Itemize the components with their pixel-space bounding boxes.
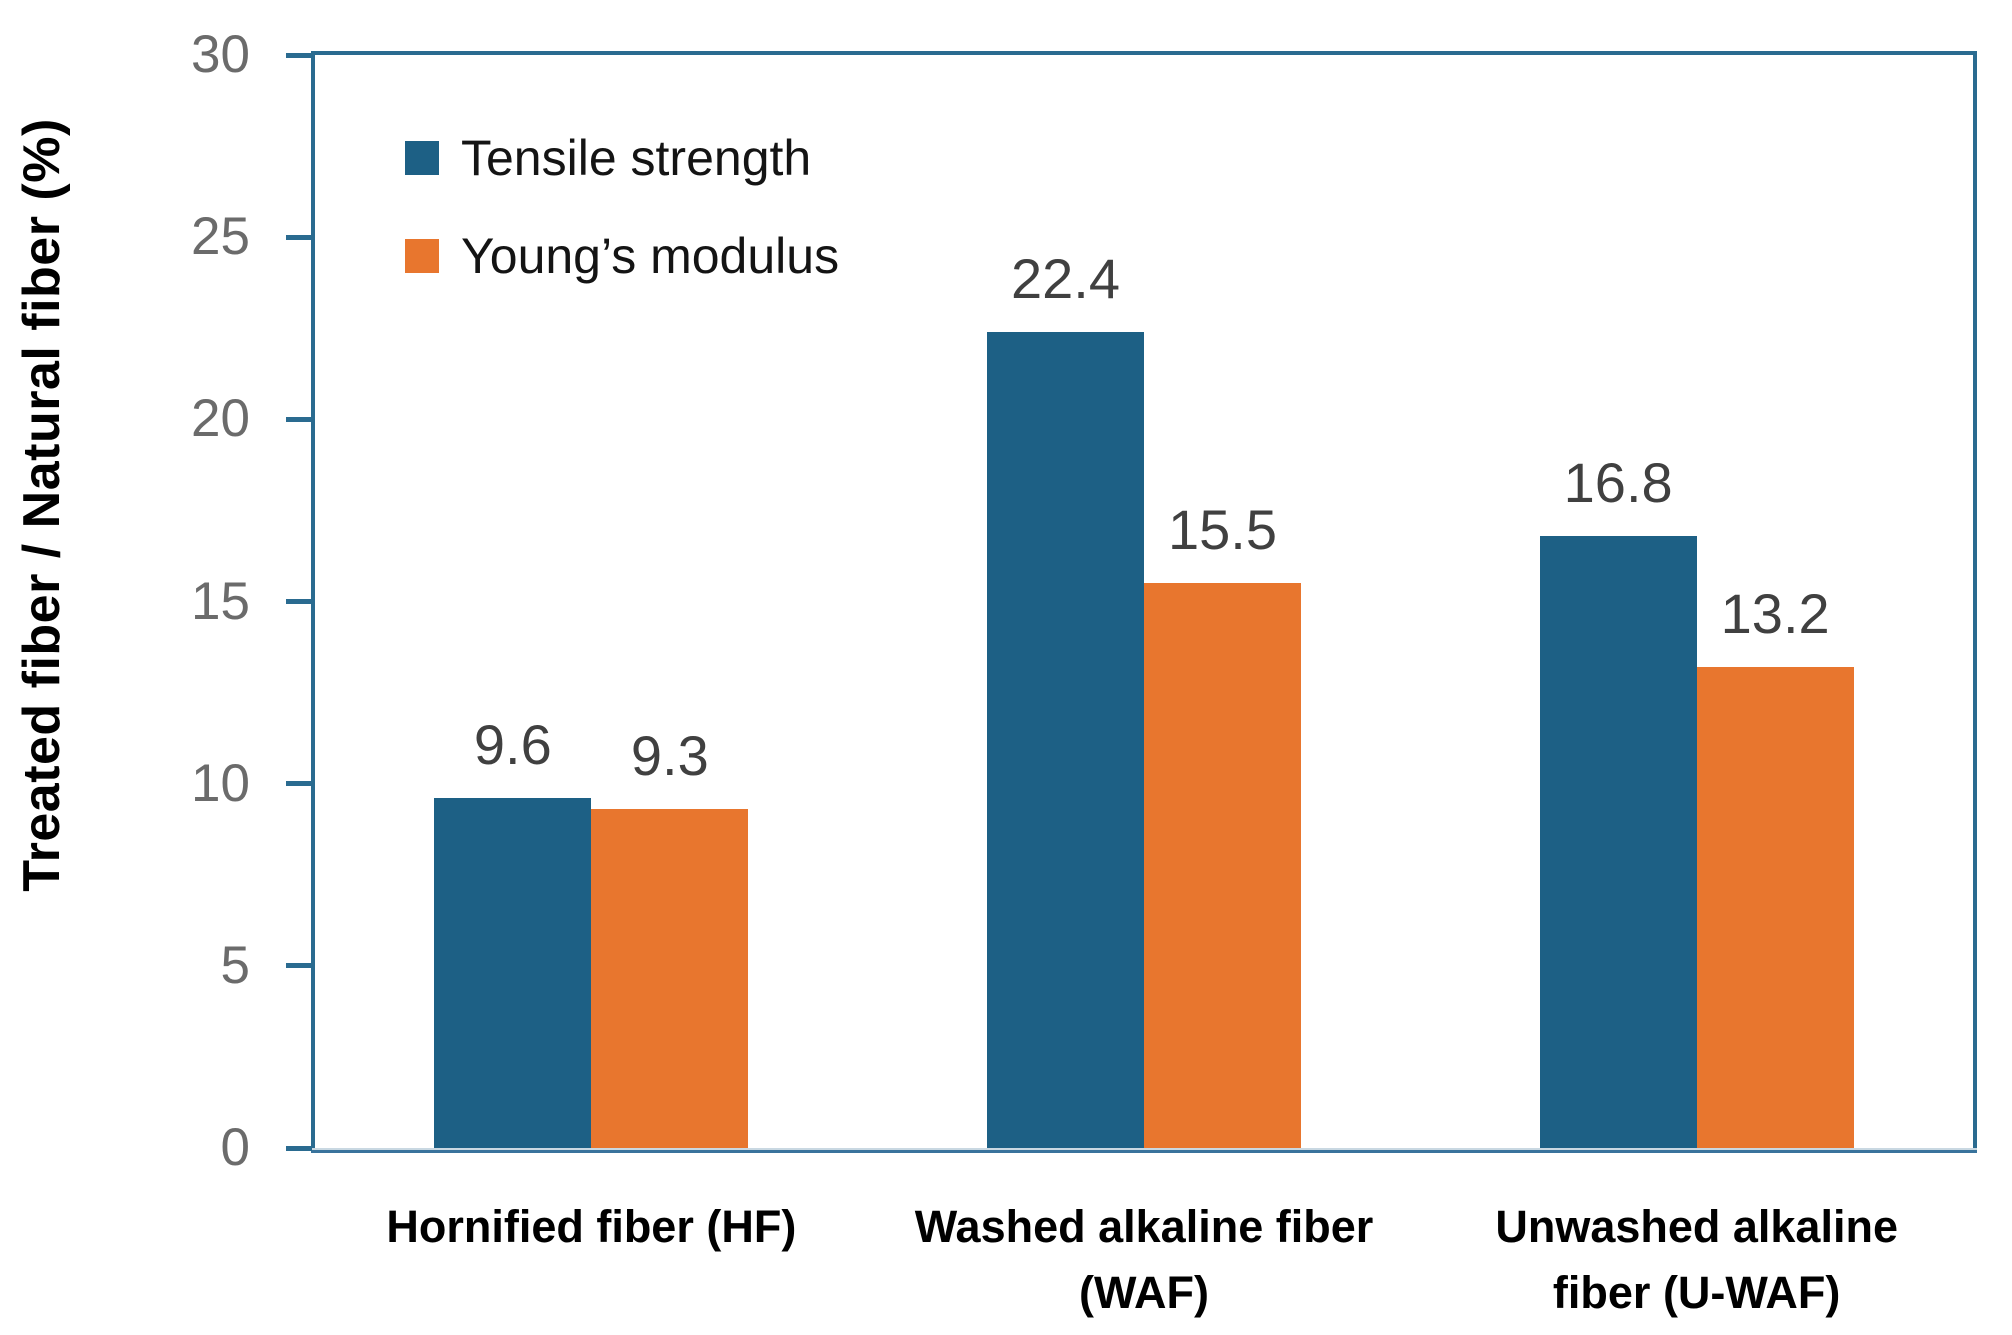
y-tick-label-15: 15 [191, 571, 250, 631]
category-label-washed-alkaline-fiber-waf: Washed alkaline fiber (WAF) [914, 1201, 1374, 1318]
y-tick-label-25: 25 [191, 207, 250, 267]
tensile-strength-bar-hornified-fiber-hf [434, 798, 592, 1148]
y-tick-mark-0 [286, 1145, 312, 1151]
youngs-modulus-bar-washed-alkaline-fiber-waf [1144, 583, 1301, 1148]
legend-item-tensile-strength: Tensile strength [405, 130, 839, 186]
value-label-tensile-strength-hornified-fiber-hf: 9.6 [473, 713, 552, 777]
y-tick-mark-30 [286, 52, 312, 58]
youngs-modulus-bar-hornified-fiber-hf [591, 809, 749, 1148]
youngs-modulus-bar-unwashed-alkaline-fiber-u-waf [1696, 667, 1854, 1148]
tensile-strength-bar-washed-alkaline-fiber-waf [987, 331, 1144, 1148]
value-label-tensile-strength-unwashed-alkaline-fiber-u-waf: 16.8 [1563, 450, 1673, 514]
x-axis-line [311, 1148, 1977, 1153]
y-tick-mark-15 [286, 599, 312, 604]
plot-area: 9.6 9.3 22.4 15.5 16.8 13.2 Tensile strength Y… [286, 51, 1977, 1153]
category-label-unwashed-alkaline-fiber-u-waf: Unwashed alkaline fiber (U-WAF) [1495, 1201, 1898, 1318]
legend: Tensile strength Young’s modulus [405, 130, 840, 327]
value-label-tensile-strength-washed-alkaline-fiber-waf: 22.4 [1011, 246, 1120, 310]
legend-label: Tensile strength [461, 130, 812, 186]
y-tick-mark-20 [286, 416, 312, 422]
legend-label: Young’s modulus [461, 228, 840, 284]
y-tick-label-5: 5 [220, 935, 250, 995]
y-tick-label-10: 10 [191, 753, 250, 813]
y-tick-label-30: 30 [191, 25, 250, 84]
y-tick-label-0: 0 [220, 1118, 250, 1177]
category-label-hornified-fiber-hf: Hornified fiber (HF) [386, 1201, 797, 1252]
value-label-youngs-modulus-unwashed-alkaline-fiber-u-waf: 13.2 [1720, 582, 1830, 646]
tensile-strength-bar-unwashed-alkaline-fiber-u-waf [1539, 535, 1697, 1148]
y-tick-mark-25 [286, 234, 312, 240]
y-tick-mark-5 [286, 963, 312, 969]
value-label-youngs-modulus-hornified-fiber-hf: 9.3 [630, 724, 709, 788]
legend-item-youngs-modulus: Young’s modulus [405, 228, 840, 284]
value-label-youngs-modulus-washed-alkaline-fiber-waf: 15.5 [1168, 498, 1277, 562]
y-tick-mark-10 [286, 781, 312, 787]
y-tick-label-20: 20 [191, 389, 250, 449]
legend-swatch-icon [405, 141, 439, 175]
legend-swatch-icon [405, 239, 439, 273]
y-axis-title: Treated fiber / Natural fiber (%) [13, 118, 71, 892]
